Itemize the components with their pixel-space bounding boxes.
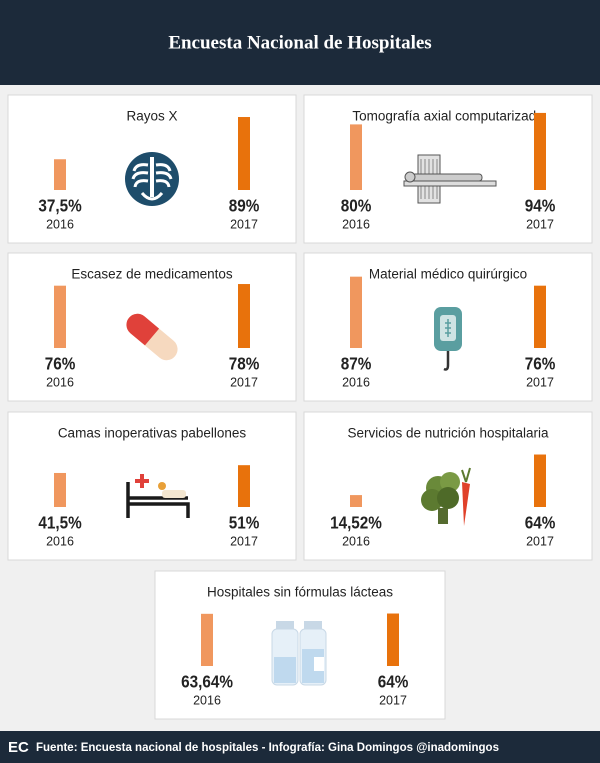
value-label: 76% (525, 354, 556, 374)
value-label: 76% (45, 354, 76, 374)
value-label: 78% (229, 354, 260, 374)
bar (238, 117, 250, 190)
bar (350, 276, 362, 348)
value-label: 80% (341, 196, 372, 216)
value-label: 64% (525, 513, 556, 533)
panel-title: Escasez de medicamentos (71, 267, 233, 282)
panel-title: Material médico quirúrgico (369, 267, 527, 282)
icon (126, 474, 190, 518)
panel: Material médico quirúrgico 87%2016 76%2017 (303, 252, 593, 402)
year-label: 2016 (342, 534, 370, 548)
panel-title: Camas inoperativas pabellones (58, 426, 247, 441)
logo: EC (8, 739, 29, 756)
bar (387, 613, 399, 666)
page-title: Encuesta Nacional de Hospitales (168, 32, 431, 53)
year-label: 2017 (526, 375, 554, 389)
icon (271, 621, 327, 686)
bar (534, 112, 546, 190)
bar (54, 159, 66, 190)
value-label: 51% (229, 513, 260, 533)
panel-title: Servicios de nutrición hospitalaria (347, 426, 549, 441)
value-label: 94% (525, 196, 556, 216)
icon (126, 313, 178, 361)
year-label: 2017 (526, 534, 554, 548)
value-label: 41,5% (38, 513, 81, 533)
year-label: 2016 (46, 375, 74, 389)
year-label: 2017 (379, 693, 407, 707)
panel: Hospitales sin fórmulas lácteas63,64%201… (154, 570, 446, 720)
icon (403, 154, 497, 204)
panel: Servicios de nutrición hospitalaria 14,52… (303, 411, 593, 561)
header (0, 0, 600, 85)
bar (350, 495, 362, 507)
icon (421, 467, 471, 526)
bar (534, 285, 546, 348)
panel: Tomografía axial computarizada 80%2016 94%… (303, 94, 593, 244)
year-label: 2016 (193, 693, 221, 707)
value-label: 64% (378, 672, 409, 692)
year-label: 2016 (46, 534, 74, 548)
bar (54, 285, 66, 348)
panel-title: Rayos X (126, 109, 177, 124)
icon (434, 307, 462, 371)
bar (201, 613, 213, 666)
value-label: 87% (341, 354, 372, 374)
value-label: 37,5% (38, 196, 81, 216)
bar (350, 124, 362, 190)
bar (238, 465, 250, 507)
bar (54, 472, 66, 507)
panel: Escasez de medicamentos 76%2016 78%2017 (7, 252, 297, 402)
year-label: 2016 (342, 217, 370, 231)
panel: Rayos X 37,5%2016 89%2017 (7, 94, 297, 244)
panel-title: Tomografía axial computarizada (352, 109, 544, 124)
footer (0, 731, 600, 763)
year-label: 2017 (230, 217, 258, 231)
value-label: 14,52% (330, 513, 382, 533)
icon (125, 152, 179, 206)
year-label: 2016 (342, 375, 370, 389)
bar (238, 284, 250, 348)
year-label: 2017 (230, 375, 258, 389)
value-label: 63,64% (181, 672, 233, 692)
bar (534, 454, 546, 507)
panel: Camas inoperativas pabellones 41,5%2016 51… (7, 411, 297, 561)
value-label: 89% (229, 196, 260, 216)
year-label: 2017 (230, 534, 258, 548)
panel-title: Hospitales sin fórmulas lácteas (207, 585, 393, 600)
year-label: 2017 (526, 217, 554, 231)
source: Fuente: Encuesta nacional de hospitales … (36, 742, 499, 754)
year-label: 2016 (46, 217, 74, 231)
